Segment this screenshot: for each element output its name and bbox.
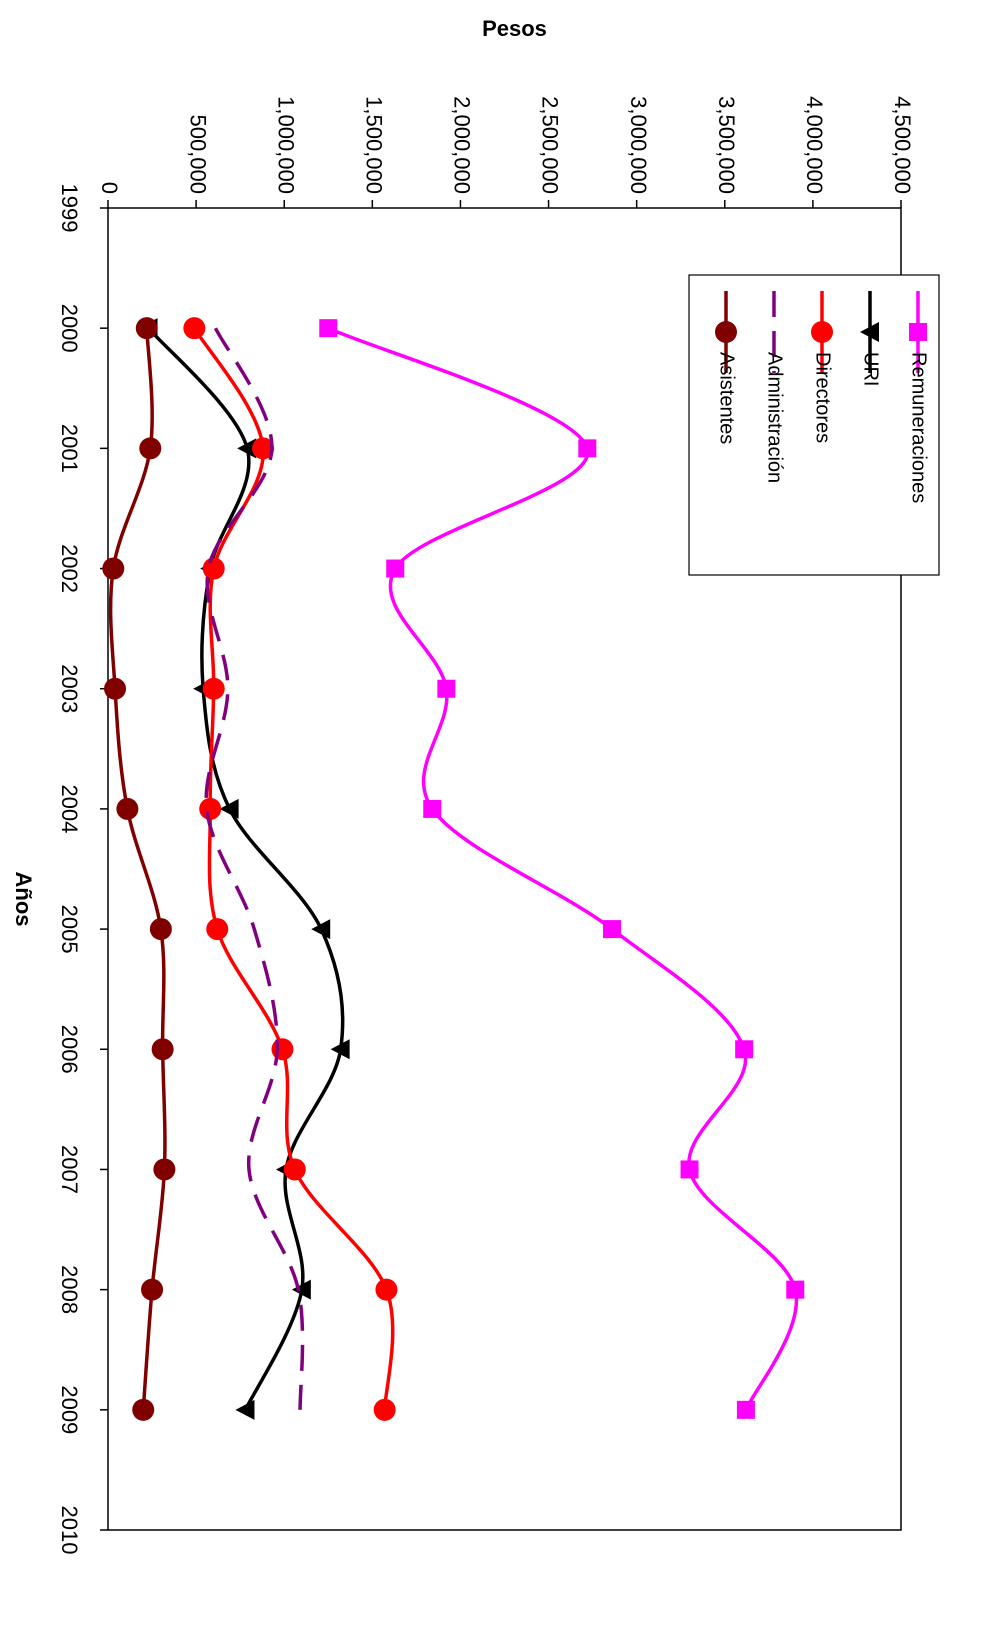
plot-frame bbox=[107, 207, 902, 1531]
series-line bbox=[192, 327, 395, 1410]
data-point bbox=[291, 1279, 311, 1300]
data-point bbox=[202, 677, 225, 700]
data-point bbox=[437, 679, 456, 698]
data-point bbox=[271, 1038, 294, 1061]
data-point bbox=[375, 1278, 398, 1301]
x-tick-label: 2010 bbox=[57, 1506, 82, 1555]
data-point bbox=[202, 557, 225, 580]
data-point bbox=[735, 1040, 754, 1059]
legend-label: Asistentes bbox=[716, 352, 738, 444]
legend-marker bbox=[715, 321, 737, 343]
data-point bbox=[153, 1158, 176, 1181]
data-point bbox=[135, 317, 158, 340]
series-line bbox=[204, 327, 305, 1410]
data-point bbox=[423, 799, 442, 818]
legend-marker bbox=[811, 321, 833, 343]
data-point bbox=[786, 1280, 805, 1299]
x-tick-label: 2009 bbox=[57, 1385, 82, 1434]
y-axis-ticks: 0 500,000 1,000,000 1,500,000 2,000,000 2,500… bbox=[97, 96, 915, 208]
data-point bbox=[319, 319, 338, 338]
x-axis-ticks: 1999 2000 2001 2002 2003 2004 2005 2006 2007 2008… bbox=[57, 184, 108, 1555]
data-point bbox=[199, 797, 222, 820]
data-point bbox=[151, 1038, 174, 1061]
legend-marker bbox=[860, 322, 879, 342]
data-point bbox=[602, 920, 621, 939]
series-directores bbox=[183, 317, 398, 1421]
x-tick-label: 2002 bbox=[57, 544, 82, 593]
y-tick-label: 1,500,000 bbox=[362, 96, 387, 194]
data-point bbox=[141, 1278, 164, 1301]
legend-item: Administración bbox=[764, 291, 786, 483]
legend-item: Asistentes bbox=[715, 291, 738, 444]
x-tick-label: 2007 bbox=[57, 1145, 82, 1194]
x-tick-label: 2005 bbox=[57, 905, 82, 954]
data-point bbox=[736, 1400, 755, 1419]
x-tick-label: 1999 bbox=[57, 184, 82, 233]
series-asistentes bbox=[102, 317, 176, 1421]
data-point bbox=[330, 1039, 350, 1060]
y-tick-label: 2,500,000 bbox=[538, 96, 563, 194]
y-tick-label: 500,000 bbox=[185, 114, 210, 194]
data-point bbox=[183, 317, 206, 340]
legend-marker bbox=[909, 323, 927, 341]
y-tick-label: 2,000,000 bbox=[450, 96, 475, 194]
y-tick-label: 3,000,000 bbox=[626, 96, 651, 194]
y-axis-title: Pesos bbox=[482, 16, 547, 41]
legend-item: Directores bbox=[811, 291, 834, 443]
legend-label: Administración bbox=[764, 352, 786, 483]
legend-label: Directores bbox=[812, 352, 834, 443]
series-line bbox=[108, 328, 167, 1410]
data-point bbox=[252, 437, 275, 460]
y-tick-label: 1,000,000 bbox=[273, 96, 298, 194]
x-tick-label: 2001 bbox=[57, 424, 82, 473]
legend-item: Remuneraciones bbox=[908, 291, 930, 503]
legend-label: Remuneraciones bbox=[908, 352, 930, 503]
series-line bbox=[147, 327, 345, 1411]
data-point bbox=[219, 798, 239, 819]
data-point bbox=[102, 557, 125, 580]
data-point bbox=[116, 797, 139, 820]
y-tick-label: 4,000,000 bbox=[802, 96, 827, 194]
legend-label: URI bbox=[860, 352, 882, 386]
data-point bbox=[311, 919, 331, 940]
legend-item: URI bbox=[860, 291, 882, 386]
data-point bbox=[149, 918, 172, 941]
x-tick-label: 2004 bbox=[57, 784, 82, 833]
data-point bbox=[104, 677, 127, 700]
series-uri bbox=[138, 318, 350, 1420]
plot-area bbox=[107, 207, 902, 1531]
data-point bbox=[578, 439, 597, 458]
series-line bbox=[327, 326, 799, 1411]
x-tick-label: 2003 bbox=[57, 664, 82, 713]
data-point bbox=[283, 1158, 306, 1181]
series-administraci-n bbox=[204, 327, 305, 1410]
data-point bbox=[235, 1399, 255, 1420]
x-tick-label: 2006 bbox=[57, 1025, 82, 1074]
y-tick-label: 0 bbox=[97, 182, 122, 194]
data-point bbox=[680, 1160, 699, 1179]
x-axis-title: Años bbox=[11, 872, 36, 927]
series-remuneraciones bbox=[319, 319, 805, 1419]
x-tick-label: 2000 bbox=[57, 304, 82, 353]
x-tick-label: 2008 bbox=[57, 1265, 82, 1314]
data-point bbox=[206, 918, 229, 941]
series-layer bbox=[102, 317, 805, 1421]
data-point bbox=[139, 437, 162, 460]
data-point bbox=[386, 559, 405, 578]
data-point bbox=[373, 1398, 396, 1421]
y-tick-label: 4,500,000 bbox=[890, 96, 915, 194]
legend: Remuneraciones URI Directores Administració… bbox=[688, 274, 940, 576]
data-point bbox=[237, 438, 257, 459]
data-point bbox=[132, 1398, 155, 1421]
y-tick-label: 3,500,000 bbox=[714, 96, 739, 194]
